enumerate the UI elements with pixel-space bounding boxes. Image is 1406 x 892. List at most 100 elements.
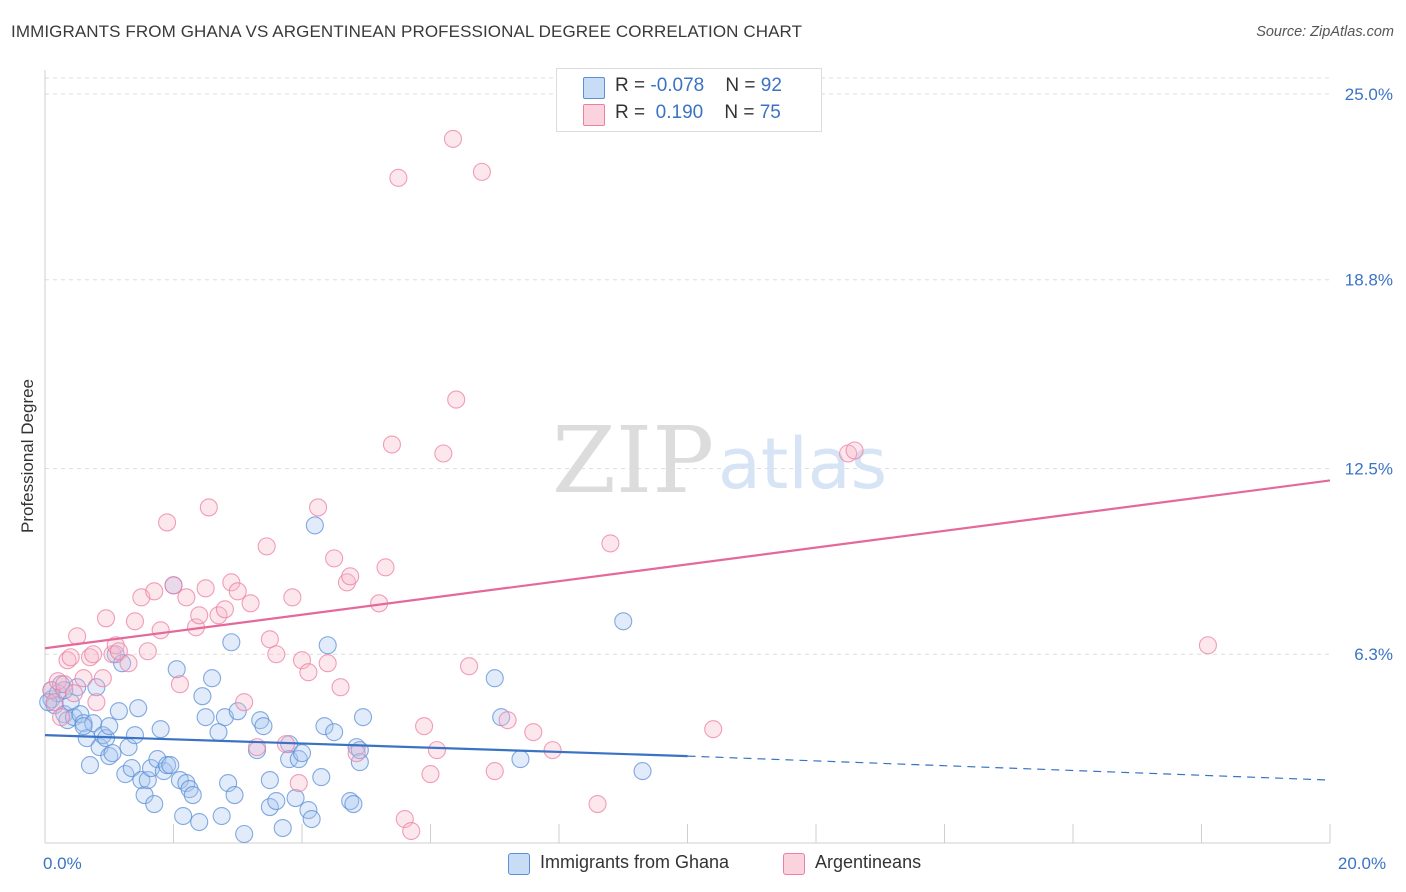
argentineans-point-27 [177, 588, 196, 607]
x-tick-label-1: 20.0% [1338, 854, 1386, 873]
stats-legend: R = -0.078 N = 92 R = 0.190 N = 75 [556, 68, 822, 132]
watermark-zip: ZIP [552, 407, 714, 514]
ghana-r-value: -0.078 [650, 75, 705, 96]
ghana-point-19 [100, 747, 119, 766]
ghana-point-33 [145, 795, 164, 814]
argentineans-point-3 [52, 708, 71, 727]
argentineans-point-72 [588, 795, 607, 814]
axes [44, 70, 1331, 844]
gridlines [45, 77, 1330, 655]
argentineans-point-70 [524, 723, 543, 742]
argentineans-point-9 [74, 669, 93, 688]
ghana-r-label: R = [615, 75, 651, 96]
ghana-point-85 [100, 717, 119, 736]
ghana-point-91 [39, 693, 58, 712]
argentineans-point-69 [498, 711, 517, 730]
ghana-point-76 [325, 723, 344, 742]
ghana-point-35 [151, 720, 170, 739]
ghana-point-40 [167, 660, 186, 679]
argentineans-point-5 [58, 651, 77, 670]
argentineans-point-67 [472, 162, 491, 181]
argentineans-point-50 [331, 678, 350, 697]
ghana-point-63 [267, 792, 286, 811]
ghana-point-22 [109, 702, 128, 721]
source-note: Source: ZipAtlas.com [1256, 24, 1394, 40]
ghana-n-label: N = [725, 75, 761, 96]
ghana-point-54 [222, 633, 241, 652]
argentineans-point-75 [704, 720, 723, 739]
ghana-point-56 [228, 702, 247, 721]
argentineans-point-19 [125, 612, 144, 631]
ghana-point-87 [485, 669, 504, 688]
argentineans-point-68 [485, 762, 504, 781]
ghana-point-74 [315, 717, 334, 736]
ghana-point-45 [183, 786, 202, 805]
ghana-point-49 [203, 669, 222, 688]
argentineans-point-73 [601, 534, 620, 553]
x-tick-label-0: 0.0% [43, 854, 82, 873]
argentineans-point-56 [382, 435, 402, 454]
ghana-point-69 [292, 744, 312, 763]
ghana-point-15 [87, 678, 106, 697]
argentineans-point-49 [325, 549, 344, 568]
ghana-point-29 [132, 771, 151, 790]
chart-title: IMMIGRANTS FROM GHANA VS ARGENTINEAN PRO… [11, 22, 803, 41]
argentineans-point-65 [447, 390, 466, 409]
argentineans-point-30 [196, 579, 215, 598]
argentineans-point-59 [402, 821, 421, 841]
argentineans-point-17 [109, 642, 128, 661]
argentineans-r-value: 0.190 [650, 102, 704, 123]
y-tick-label-2: 18.8% [1345, 271, 1393, 290]
ghana-point-71 [302, 809, 321, 829]
argentineans-swatch [583, 104, 605, 126]
argentineans-point-34 [222, 573, 241, 592]
argentineans-point-39 [257, 537, 276, 556]
ghana-point-89 [614, 612, 633, 631]
argentineans-point-66 [459, 657, 479, 676]
ghana-n-value: 92 [760, 75, 782, 96]
argentineans-point-31 [199, 498, 218, 517]
ghana-point-57 [235, 824, 254, 844]
y-tick-label-3: 25.0% [1345, 85, 1393, 104]
argentineans-point-6 [61, 648, 80, 667]
ghana-point-79 [347, 738, 366, 757]
argentineans-point-41 [267, 645, 286, 664]
argentineans-point-13 [93, 669, 112, 688]
ghana-point-72 [305, 516, 324, 535]
legend-argentineans-swatch [783, 853, 805, 875]
argentineans-point-22 [145, 582, 164, 601]
argentineans-point-37 [241, 594, 260, 613]
argentineans-point-40 [260, 630, 279, 649]
ghana-trend-extension [687, 755, 1331, 781]
argentineans-trend-line [44, 479, 1331, 650]
ghana-point-31 [138, 771, 157, 790]
legend-argentineans-label: Argentineans [815, 852, 922, 872]
argentineans-point-77 [845, 441, 864, 460]
ghana-point-78 [344, 795, 363, 814]
argentineans-point-35 [228, 582, 247, 601]
argentineans-point-14 [96, 609, 116, 628]
ghana-point-88 [511, 750, 530, 769]
argentineans-n-value: 75 [759, 102, 781, 123]
argentineans-point-63 [434, 444, 453, 463]
argentineans-point-64 [443, 129, 463, 148]
argentineans-point-60 [415, 717, 434, 736]
argentineans-point-43 [283, 588, 302, 607]
argentineans-point-24 [158, 513, 177, 532]
argentineans-point-25 [164, 576, 183, 595]
argentineans-point-12 [87, 693, 106, 712]
ghana-point-55 [225, 786, 244, 805]
argentineans-point-52 [341, 567, 360, 586]
ghana-point-60 [254, 717, 273, 736]
ghana-point-46 [190, 812, 209, 832]
argentineans-point-23 [151, 621, 170, 640]
ghana-point-77 [341, 792, 360, 811]
ghana-point-27 [125, 726, 144, 745]
y-tick-label-1: 12.5% [1345, 459, 1393, 478]
ghana-point-73 [312, 768, 331, 787]
argentineans-point-4 [55, 675, 74, 694]
argentineans-point-47 [309, 498, 328, 517]
argentineans-point-62 [427, 741, 446, 760]
argentineans-point-10 [80, 648, 100, 667]
